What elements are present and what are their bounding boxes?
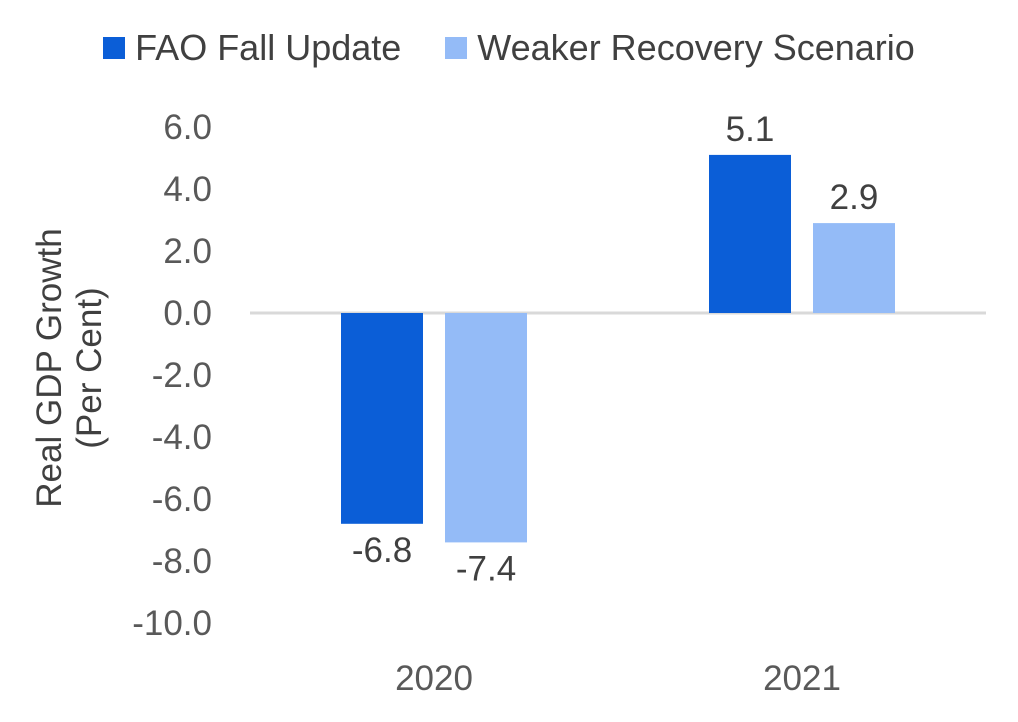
- legend-swatch-weaker-recovery: [445, 37, 468, 59]
- y-tick-label: -8.0: [152, 542, 212, 581]
- legend-label-fao-fall-update: FAO Fall Update: [135, 27, 402, 68]
- data-label: 5.1: [726, 110, 775, 149]
- legend-label-weaker-recovery: Weaker Recovery Scenario: [477, 27, 915, 68]
- y-tick-label: -6.0: [152, 480, 212, 519]
- legend-item-fao-fall-update: FAO Fall Update: [103, 27, 401, 69]
- data-label: -7.4: [456, 549, 516, 588]
- y-tick-label: -2.0: [152, 356, 212, 395]
- bar-weaker-recovery-scenario-2021: [813, 223, 895, 313]
- y-tick-label: 2.0: [163, 232, 212, 271]
- chart-legend: FAO Fall Update Weaker Recovery Scenario: [0, 26, 1018, 70]
- y-tick-label: -10.0: [132, 604, 212, 643]
- bar-fao-fall-update-2021: [709, 154, 791, 313]
- data-label: -6.8: [352, 531, 412, 570]
- x-tick-label: 2020: [395, 659, 473, 698]
- y-tick-label: 6.0: [163, 108, 212, 147]
- y-tick-label: 0.0: [163, 294, 212, 333]
- x-tick-label: 2021: [763, 659, 841, 698]
- bar-weaker-recovery-scenario-2020: [445, 313, 527, 543]
- bar-fao-fall-update-2020: [341, 313, 423, 524]
- data-label: 2.9: [830, 178, 879, 217]
- legend-swatch-fao-fall-update: [103, 37, 126, 59]
- y-tick-label: -4.0: [152, 418, 212, 457]
- legend-item-weaker-recovery: Weaker Recovery Scenario: [445, 27, 915, 69]
- y-tick-label: 4.0: [163, 170, 212, 209]
